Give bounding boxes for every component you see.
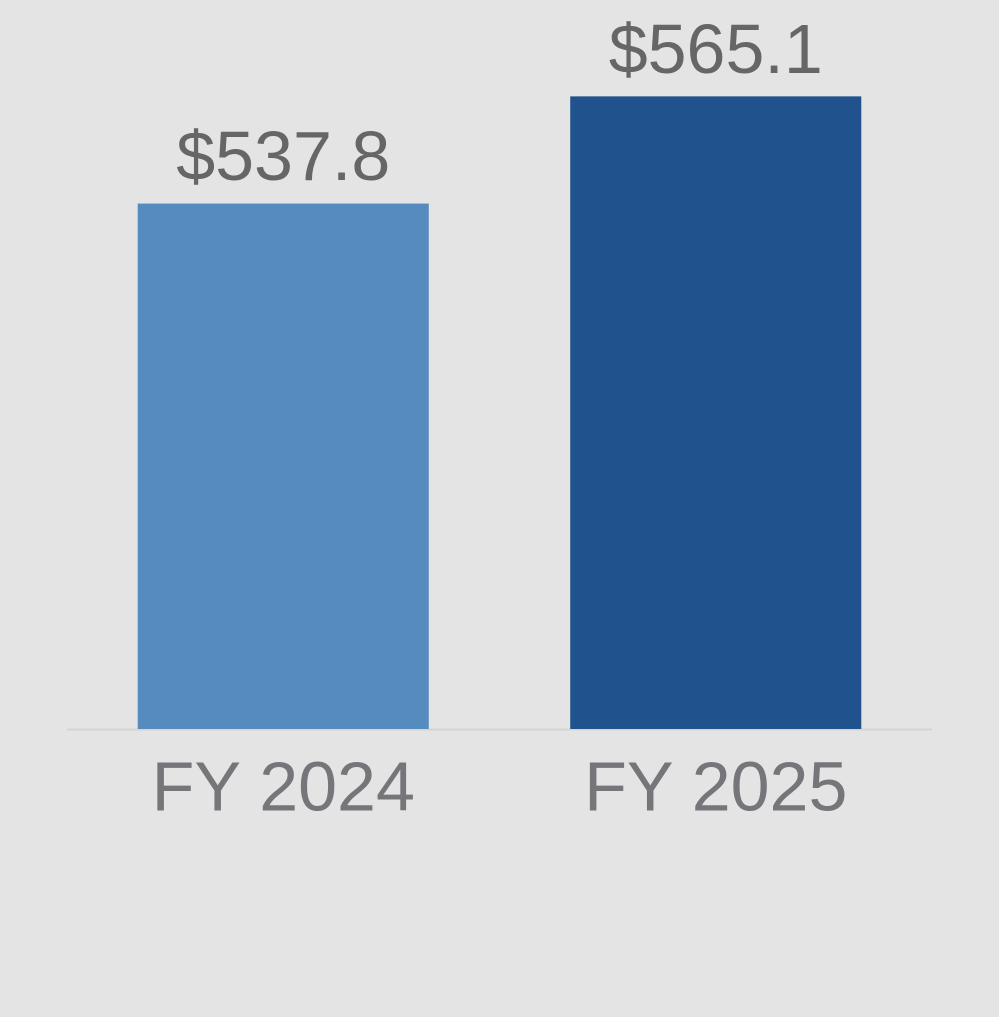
- bar: [137, 203, 429, 730]
- bar: [570, 96, 862, 730]
- x-tick-label: FY 2025: [584, 747, 847, 825]
- x-tick-label: FY 2024: [152, 747, 415, 825]
- value-label: $537.8: [176, 117, 390, 195]
- value-label: $565.1: [609, 10, 823, 88]
